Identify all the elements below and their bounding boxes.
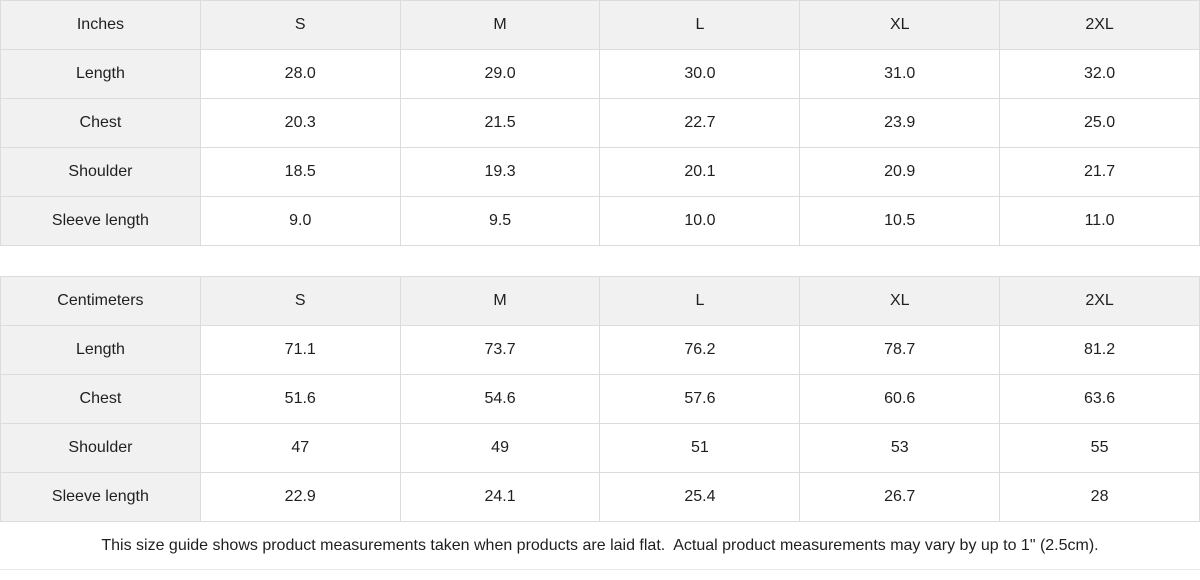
measurement-value-cell: 28.0 [199,49,401,99]
measurement-value-cell: 21.7 [999,147,1200,197]
row-label-cell: Shoulder [0,423,201,473]
measurement-value-cell: 81.2 [999,325,1200,375]
unit-header-cell: Centimeters [0,276,201,326]
measurement-value-cell: 21.5 [399,98,601,148]
measurement-value-cell: 57.6 [599,374,801,424]
measurement-value-cell: 71.1 [199,325,401,375]
measurement-value-cell: 10.0 [599,196,801,246]
measurement-value-cell: 47 [199,423,401,473]
size-header-cell: M [399,0,601,50]
measurement-value-cell: 25.4 [599,472,801,522]
measurement-value-cell: 51.6 [199,374,401,424]
measurement-row: Sleeve length 22.9 24.1 25.4 26.7 28 [0,472,1200,522]
measurement-row: Chest 20.3 21.5 22.7 23.9 25.0 [0,98,1200,148]
measurement-row: Shoulder 47 49 51 53 55 [0,423,1200,473]
measurement-value-cell: 23.9 [799,98,1001,148]
measurement-value-cell: 11.0 [999,196,1200,246]
size-header-cell: L [599,0,801,50]
measurement-value-cell: 78.7 [799,325,1001,375]
measurement-value-cell: 54.6 [399,374,601,424]
measurement-row: Length 71.1 73.7 76.2 78.7 81.2 [0,325,1200,375]
measurement-value-cell: 51 [599,423,801,473]
row-label-cell: Shoulder [0,147,201,197]
measurement-value-cell: 49 [399,423,601,473]
measurement-row: Length 28.0 29.0 30.0 31.0 32.0 [0,49,1200,99]
size-header-cell: XL [799,276,1001,326]
size-header-cell: 2XL [999,276,1200,326]
size-table-centimeters: Centimeters S M L XL 2XL Length 71.1 73.7 76.2 78.… [0,276,1200,522]
measurement-value-cell: 63.6 [999,374,1200,424]
size-table-header-row: Inches S M L XL 2XL [0,0,1200,50]
measurement-row: Sleeve length 9.0 9.5 10.0 10.5 11.0 [0,196,1200,246]
measurement-value-cell: 25.0 [999,98,1200,148]
measurement-value-cell: 53 [799,423,1001,473]
row-label-cell: Sleeve length [0,472,201,522]
size-table-inches: Inches S M L XL 2XL Length 28.0 29.0 30.0 31.0 32.0… [0,0,1200,246]
size-header-cell: S [199,276,401,326]
measurement-value-cell: 24.1 [399,472,601,522]
unit-header-cell: Inches [0,0,201,50]
measurement-row: Shoulder 18.5 19.3 20.1 20.9 21.7 [0,147,1200,197]
measurement-value-cell: 60.6 [799,374,1001,424]
measurement-value-cell: 19.3 [399,147,601,197]
size-header-cell: S [199,0,401,50]
measurement-value-cell: 31.0 [799,49,1001,99]
measurement-value-cell: 9.0 [199,196,401,246]
row-label-cell: Length [0,325,201,375]
size-header-cell: M [399,276,601,326]
measurement-value-cell: 20.3 [199,98,401,148]
measurement-value-cell: 32.0 [999,49,1200,99]
table-spacer [0,246,1200,276]
size-header-cell: XL [799,0,1001,50]
size-table-header-row: Centimeters S M L XL 2XL [0,276,1200,326]
measurement-value-cell: 76.2 [599,325,801,375]
measurement-value-cell: 22.9 [199,472,401,522]
measurement-row: Chest 51.6 54.6 57.6 60.6 63.6 [0,374,1200,424]
size-header-cell: 2XL [999,0,1200,50]
measurement-value-cell: 18.5 [199,147,401,197]
size-guide-note: This size guide shows product measuremen… [0,522,1200,570]
measurement-value-cell: 22.7 [599,98,801,148]
row-label-cell: Length [0,49,201,99]
measurement-value-cell: 9.5 [399,196,601,246]
row-label-cell: Sleeve length [0,196,201,246]
measurement-value-cell: 10.5 [799,196,1001,246]
measurement-value-cell: 28 [999,472,1200,522]
row-label-cell: Chest [0,98,201,148]
measurement-value-cell: 29.0 [399,49,601,99]
row-label-cell: Chest [0,374,201,424]
measurement-value-cell: 26.7 [799,472,1001,522]
measurement-value-cell: 20.1 [599,147,801,197]
measurement-value-cell: 55 [999,423,1200,473]
size-header-cell: L [599,276,801,326]
measurement-value-cell: 30.0 [599,49,801,99]
measurement-value-cell: 20.9 [799,147,1001,197]
measurement-value-cell: 73.7 [399,325,601,375]
